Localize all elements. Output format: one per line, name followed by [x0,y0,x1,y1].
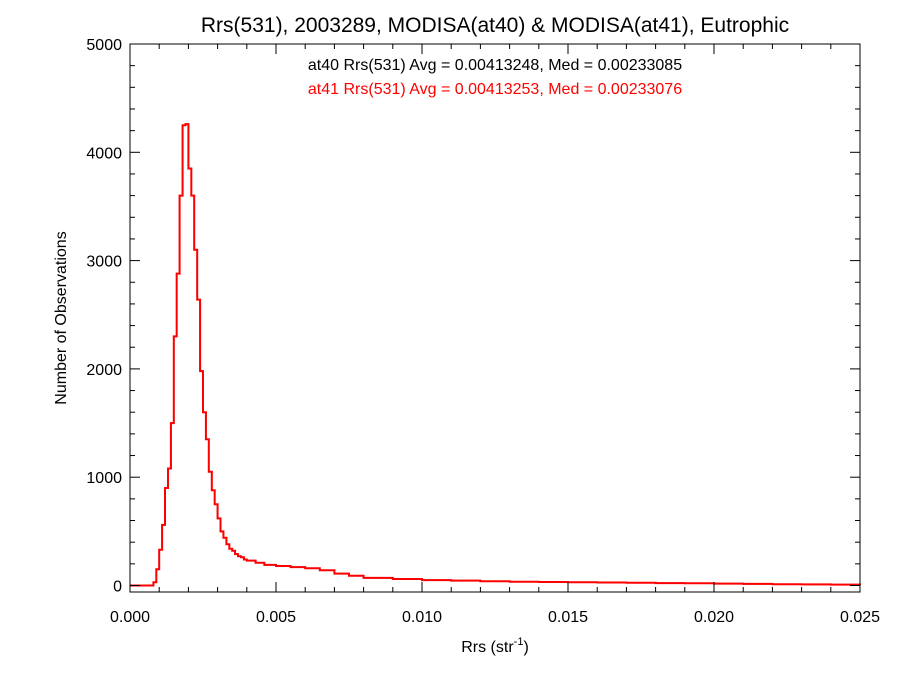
x-tick-label: 0.010 [402,609,442,626]
y-tick-label: 4000 [86,145,122,162]
series-line-at41 [130,123,861,587]
x-axis-label: Rrs (str-1) [461,636,529,656]
plot-frame [129,43,861,593]
x-tick-label: 0.020 [694,609,734,626]
y-axis: 0 1000 2000 3000 4000 5000 [86,37,860,596]
series-layer [130,123,861,587]
x-tick-label: 0.000 [110,609,150,626]
legend-at40: at40 Rrs(531) Avg = 0.00413248, Med = 0.… [308,57,682,74]
x-tick-label: 0.025 [840,609,880,626]
x-tick-label: 0.015 [548,609,588,626]
y-tick-label: 0 [113,579,122,596]
x-axis-label-main: Rrs (str [461,639,514,656]
series-line-at40 [130,123,861,587]
chart-title: Rrs(531), 2003289, MODISA(at40) & MODISA… [201,14,789,37]
y-axis-label: Number of Observations [53,231,70,404]
x-tick-label: 0.005 [256,609,296,626]
y-tick-label: 1000 [86,470,122,487]
x-axis-label-end: ) [523,639,528,656]
y-tick-label: 3000 [86,254,122,271]
legend-at41: at41 Rrs(531) Avg = 0.00413253, Med = 0.… [308,81,682,98]
x-axis-label-superscript: -1 [514,636,524,648]
y-tick-label: 5000 [86,37,122,54]
y-tick-label: 2000 [86,362,122,379]
x-axis: 0.000 0.005 0.010 0.015 0.020 0.025 [110,44,880,626]
